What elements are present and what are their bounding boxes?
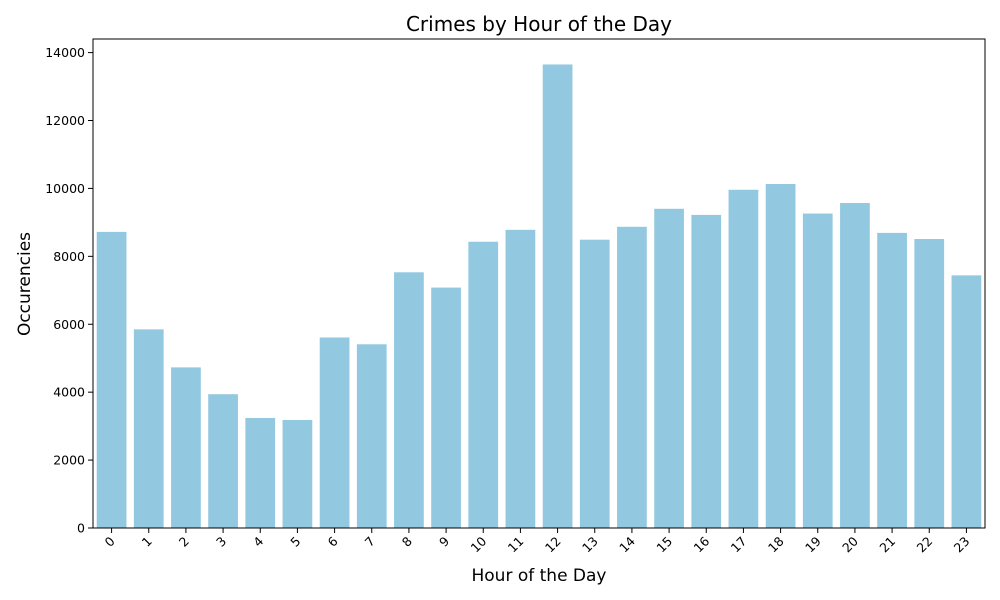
y-tick-label: 10000 xyxy=(45,181,85,196)
bar-hour-17 xyxy=(728,189,759,528)
bar-hour-5 xyxy=(282,420,313,528)
y-tick-label: 4000 xyxy=(53,385,85,400)
y-tick-label: 12000 xyxy=(45,113,85,128)
bars-group xyxy=(96,64,982,529)
bar-hour-18 xyxy=(765,184,796,529)
y-tick-label: 14000 xyxy=(45,45,85,60)
x-tick-label: 18 xyxy=(765,533,787,555)
x-tick-label: 10 xyxy=(468,533,490,555)
bar-hour-4 xyxy=(245,417,276,528)
bar-hour-10 xyxy=(468,241,499,528)
x-tick-label: 13 xyxy=(579,534,601,556)
y-axis-label: Occurencies xyxy=(15,232,35,336)
bar-hour-1 xyxy=(133,329,164,528)
x-tick-label: 4 xyxy=(250,533,266,549)
x-tick-label: 14 xyxy=(616,533,638,555)
bar-hour-0 xyxy=(96,231,127,528)
chart-title: Crimes by Hour of the Day xyxy=(406,12,672,36)
bar-hour-20 xyxy=(840,203,870,529)
plot-frame xyxy=(92,38,986,529)
bar-hour-7 xyxy=(356,344,387,528)
bar-hour-3 xyxy=(208,394,238,528)
x-tick-label: 2 xyxy=(176,534,192,550)
x-tick-label: 5 xyxy=(287,534,303,550)
bar-hour-11 xyxy=(505,229,536,529)
x-tick-label: 15 xyxy=(653,534,675,556)
y-tick-label: 0 xyxy=(77,521,85,536)
x-tick-label: 21 xyxy=(876,534,898,556)
x-tick-label: 22 xyxy=(914,534,936,556)
y-tick-label: 8000 xyxy=(53,249,85,264)
x-tick-label: 20 xyxy=(839,533,861,555)
bar-hour-13 xyxy=(579,239,610,528)
bar-hour-8 xyxy=(394,272,424,528)
x-axis: 0 1 2 3 4 5 6 7 8 9 10 11 12 13 14 15 16 17 18 19 20 21 22 23 xyxy=(101,528,973,556)
x-tick-label: 23 xyxy=(951,534,973,556)
x-tick-label: 19 xyxy=(802,533,824,555)
y-tick-label: 2000 xyxy=(53,453,85,468)
x-tick-label: 9 xyxy=(436,533,452,549)
x-tick-label: 7 xyxy=(362,534,378,550)
bar-hour-6 xyxy=(319,337,350,528)
bar-hour-19 xyxy=(802,213,833,528)
x-tick-label: 0 xyxy=(101,533,117,549)
bar-hour-2 xyxy=(171,367,201,528)
x-tick-label: 17 xyxy=(728,534,750,556)
y-tick-label: 6000 xyxy=(53,317,85,332)
x-tick-label: 12 xyxy=(542,534,564,556)
bar-hour-23 xyxy=(951,275,982,528)
bar-hour-15 xyxy=(654,208,684,528)
x-axis-label: Hour of the Day xyxy=(471,566,606,586)
x-tick-label: 16 xyxy=(691,533,713,555)
x-tick-label: 1 xyxy=(139,534,155,550)
bar-hour-14 xyxy=(617,226,647,528)
bar-hour-9 xyxy=(431,287,461,528)
bar-hour-16 xyxy=(691,214,722,528)
bar-hour-22 xyxy=(914,239,945,528)
x-tick-label: 8 xyxy=(399,533,415,549)
x-tick-label: 3 xyxy=(213,534,229,550)
x-tick-label: 11 xyxy=(505,534,527,556)
x-tick-label: 6 xyxy=(324,533,340,549)
bar-hour-12 xyxy=(542,64,573,528)
y-axis: 0 2000 4000 6000 8000 10000 12000 14000 xyxy=(45,45,93,536)
bar-hour-21 xyxy=(877,232,907,528)
